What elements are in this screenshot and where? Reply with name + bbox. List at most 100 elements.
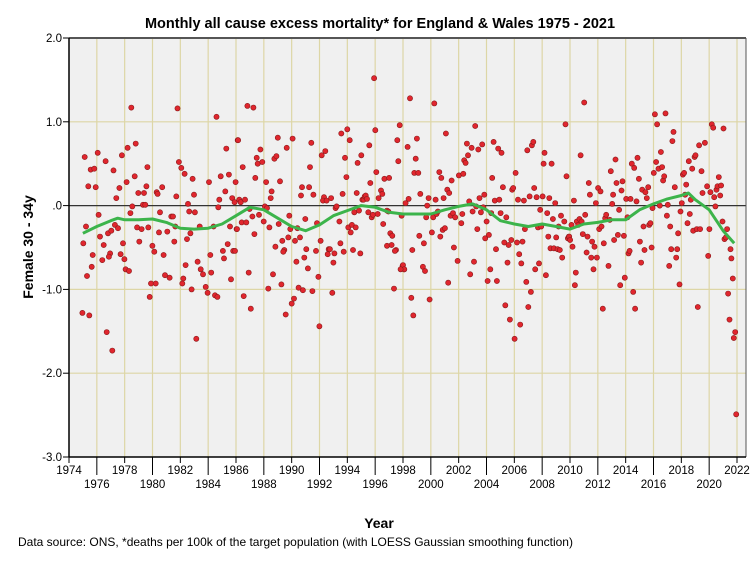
data-point: [222, 188, 229, 195]
data-point: [260, 218, 267, 225]
data-point: [251, 231, 258, 237]
data-point: [550, 216, 556, 222]
data-point: [330, 259, 337, 266]
data-point: [340, 248, 347, 255]
x-tick-label: 1996: [362, 479, 388, 491]
smooth-series-line: [82, 191, 736, 245]
data-point: [546, 195, 553, 201]
data-point: [472, 123, 479, 129]
x-tick-label: 1974: [56, 465, 82, 477]
data-point: [286, 212, 293, 219]
data-point: [187, 230, 194, 237]
data-point: [221, 255, 227, 262]
data-point: [85, 183, 92, 190]
data-point: [467, 271, 474, 278]
data-point: [607, 168, 614, 175]
data-point: [326, 246, 333, 253]
data-point: [698, 168, 705, 175]
data-point: [136, 238, 143, 245]
data-point: [249, 213, 256, 220]
data-point: [270, 271, 276, 278]
data-point: [310, 191, 317, 198]
data-point: [391, 247, 398, 254]
data-point: [386, 174, 392, 181]
data-point: [636, 175, 642, 182]
data-point: [590, 266, 597, 273]
y-tick-label: 2.0: [46, 33, 62, 45]
data-point: [181, 170, 188, 177]
data-point: [178, 164, 185, 171]
data-point: [308, 139, 315, 146]
data-point: [115, 225, 121, 232]
data-point: [634, 154, 641, 161]
data-point: [343, 174, 350, 180]
data-point: [291, 295, 297, 302]
data-points: [79, 75, 740, 418]
data-point: [524, 147, 531, 154]
data-point: [113, 195, 120, 201]
data-point: [652, 111, 658, 118]
data-point: [420, 240, 427, 247]
data-point: [710, 124, 717, 131]
data-point: [612, 156, 619, 163]
x-axis-label: Year: [364, 515, 394, 531]
data-point: [81, 154, 88, 160]
data-point: [504, 259, 511, 266]
data-point: [381, 175, 388, 182]
data-point: [475, 146, 482, 153]
data-point: [707, 189, 714, 196]
y-tick-label: -1.0: [42, 284, 62, 296]
data-point: [333, 203, 340, 210]
data-point: [471, 258, 477, 265]
data-point: [257, 146, 264, 153]
data-point: [244, 103, 251, 109]
y-axis-label: Female 30 - 34y: [20, 195, 36, 299]
data-point: [436, 169, 443, 175]
data-point: [704, 183, 710, 190]
x-tick-label: 1986: [223, 465, 249, 477]
data-point: [642, 189, 649, 196]
data-point: [282, 311, 289, 318]
x-tick-label: 2012: [585, 479, 611, 491]
data-point: [727, 246, 734, 253]
data-point: [621, 232, 627, 239]
data-point: [638, 259, 644, 266]
data-point: [306, 184, 312, 191]
data-point: [164, 228, 171, 235]
data-point: [239, 164, 246, 170]
data-point: [664, 212, 670, 219]
data-point: [234, 226, 240, 232]
data-point: [364, 195, 370, 202]
data-point: [410, 312, 417, 319]
data-point: [498, 149, 505, 156]
data-point: [510, 185, 517, 191]
data-point: [587, 191, 593, 198]
data-point: [681, 169, 687, 176]
data-point: [532, 266, 539, 273]
data-point: [342, 154, 348, 161]
data-point: [415, 169, 422, 176]
data-point: [388, 242, 395, 248]
x-tick-label: 2010: [557, 465, 583, 477]
data-point: [706, 226, 713, 232]
data-point: [259, 159, 266, 165]
data-point: [548, 160, 555, 167]
data-point: [432, 196, 439, 203]
data-point: [350, 247, 356, 253]
data-point: [129, 203, 136, 210]
data-point: [733, 411, 740, 418]
y-tick-label: 1.0: [46, 117, 62, 129]
data-point: [182, 262, 189, 268]
data-point: [102, 158, 109, 165]
data-point: [151, 248, 158, 255]
data-point: [175, 159, 182, 165]
data-point: [428, 229, 435, 236]
data-point: [630, 288, 637, 295]
data-point: [553, 234, 560, 241]
data-point: [143, 183, 150, 190]
data-point: [718, 182, 724, 189]
x-tick-label: 1978: [112, 465, 138, 477]
data-point: [191, 191, 197, 198]
data-point: [119, 152, 125, 159]
